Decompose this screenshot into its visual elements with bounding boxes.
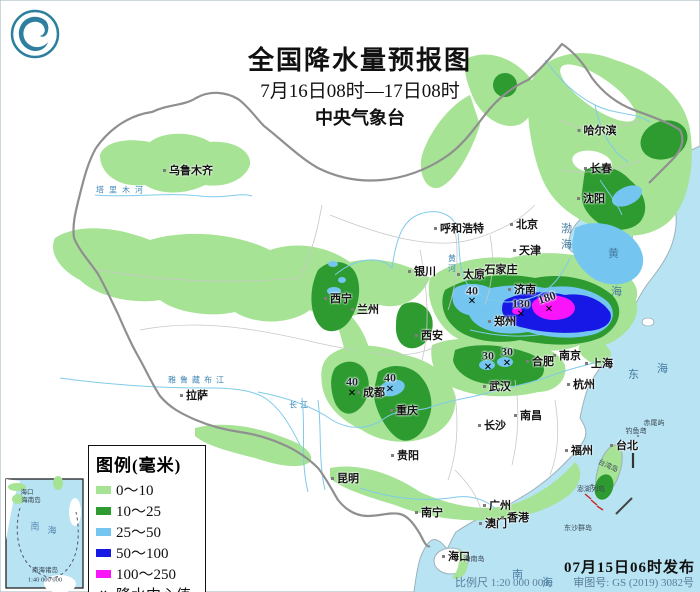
jeju-island: [641, 317, 655, 327]
rivers: [59, 59, 651, 509]
inset-map: [5, 476, 84, 592]
precip-magenta-core: [512, 295, 575, 320]
taiwan-island: [594, 444, 623, 500]
small-islands: [590, 427, 647, 491]
cma-logo: [10, 9, 60, 59]
boundary-marks: [584, 453, 635, 515]
province-borders: [87, 119, 641, 516]
china-border: [72, 42, 684, 548]
